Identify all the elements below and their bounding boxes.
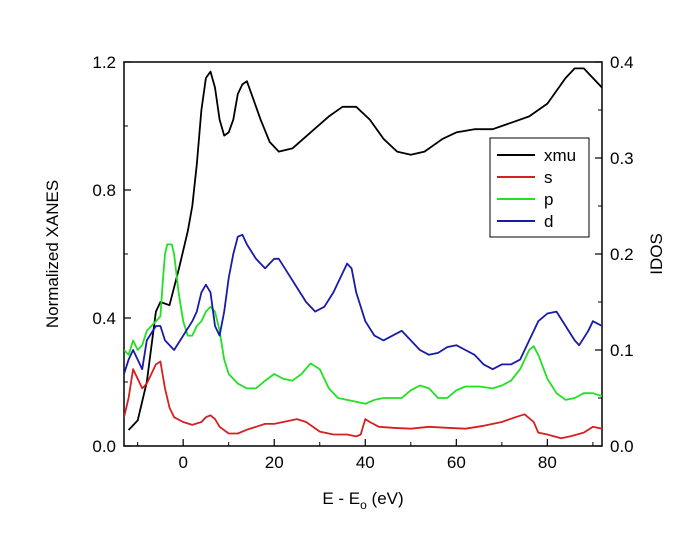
legend: xmu spd: [489, 137, 590, 238]
y-left-tick-label: 0.0: [92, 437, 116, 456]
y-right-tick-label: 0.2: [610, 245, 634, 264]
legend-label-s: s: [544, 168, 553, 187]
y-axis-left-title: Normalized XANES: [43, 180, 62, 328]
y-axis-right-title: IDOS: [647, 233, 666, 275]
series-layer: [124, 67, 602, 440]
plot-frame: [123, 61, 603, 447]
y-axis-left: 0.0 0.4 0.8 1.2: [92, 53, 131, 456]
y-axis-right: 0.0 0.1 0.2 0.3 0.4: [595, 53, 634, 456]
legend-label-d: d: [544, 212, 553, 231]
y-right-tick-label: 0.0: [610, 437, 634, 456]
y-right-tick-label: 0.4: [610, 53, 634, 72]
x-tick-label: 40: [356, 453, 375, 472]
x-axis-title-subscript: o: [360, 498, 367, 512]
series-line-s: [124, 360, 602, 440]
series-line-xmu: [127, 67, 602, 431]
x-tick-label: 80: [538, 453, 557, 472]
x-axis: 0 20 40 60 80: [137, 439, 594, 472]
y-left-tick-label: 0.4: [92, 309, 116, 328]
y-right-tick-label: 0.3: [610, 149, 634, 168]
x-tick-label: 0: [178, 453, 187, 472]
y-right-tick-label: 0.1: [610, 341, 634, 360]
legend-label-p: p: [544, 190, 553, 209]
legend-label-xmu: xmu: [544, 146, 576, 165]
series-line-d: [124, 233, 602, 375]
x-tick-label: 60: [447, 453, 466, 472]
y-left-tick-label: 1.2: [92, 53, 116, 72]
x-axis-title: E - Eo (eV): [322, 489, 403, 512]
x-tick-label: 20: [265, 453, 284, 472]
series-line-p: [124, 243, 602, 405]
y-left-tick-label: 0.8: [92, 181, 116, 200]
